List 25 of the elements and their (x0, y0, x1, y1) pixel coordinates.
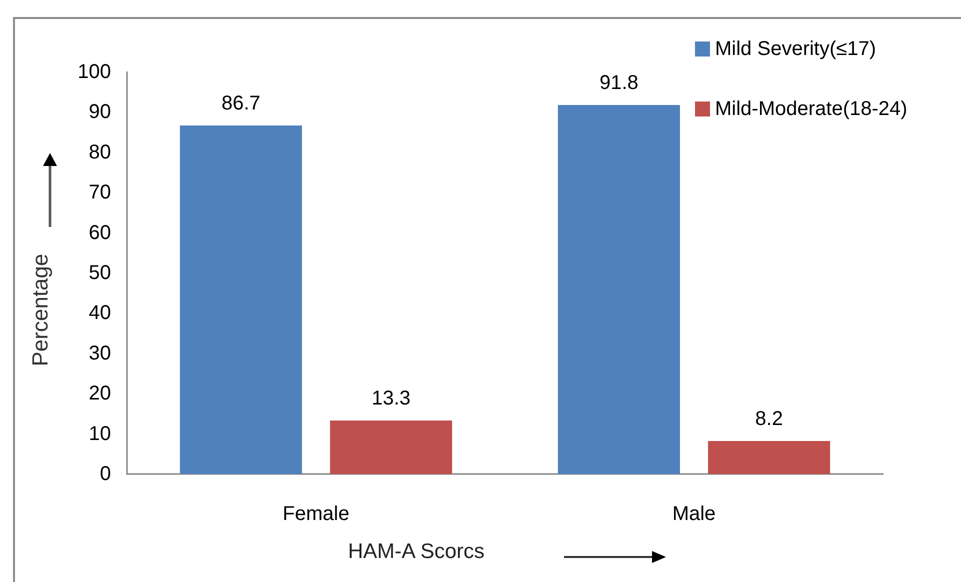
y-tick-label: 10 (88, 422, 111, 445)
y-tick-label: 40 (88, 302, 111, 324)
bar (180, 125, 302, 474)
y-tick-label: 30 (88, 342, 111, 364)
data-label: 13.3 (372, 388, 411, 410)
legend-label: Mild Severity(≤17) (715, 38, 876, 60)
data-label: 8.2 (755, 408, 783, 430)
y-tick-label: 0 (100, 463, 111, 485)
y-tick-label: 90 (88, 101, 111, 124)
bar (558, 104, 680, 474)
y-axis-title: Percentage (28, 254, 52, 366)
y-tick-label: 50 (88, 262, 111, 284)
y-tick-label: 80 (88, 141, 111, 164)
bar (330, 420, 452, 474)
y-tick-label: 60 (88, 222, 111, 244)
data-label: 86.7 (221, 92, 260, 114)
legend-label: Mild-Moderate(18-24) (715, 98, 908, 120)
y-tick-label: 20 (88, 382, 111, 405)
data-label: 91.8 (599, 72, 638, 94)
x-axis-title: HAM-A Scorcs (348, 540, 485, 563)
y-tick-label: 100 (78, 61, 111, 83)
y-tick-label: 70 (88, 182, 111, 204)
x-tick-label: Male (672, 503, 716, 525)
bar (708, 441, 830, 474)
x-tick-label: Female (282, 503, 350, 525)
